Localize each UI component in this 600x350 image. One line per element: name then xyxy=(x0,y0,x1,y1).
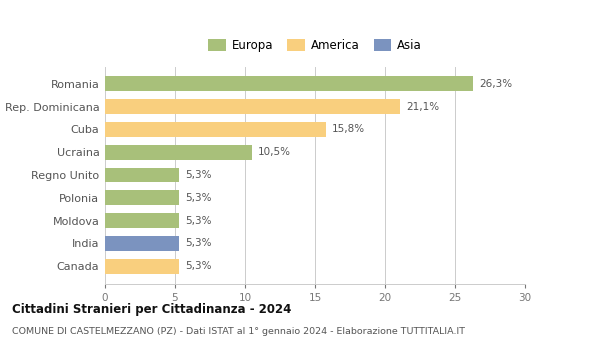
Text: COMUNE DI CASTELMEZZANO (PZ) - Dati ISTAT al 1° gennaio 2024 - Elaborazione TUTT: COMUNE DI CASTELMEZZANO (PZ) - Dati ISTA… xyxy=(12,327,465,336)
Bar xyxy=(105,213,179,228)
Text: 5,3%: 5,3% xyxy=(185,238,211,248)
Text: Cittadini Stranieri per Cittadinanza - 2024: Cittadini Stranieri per Cittadinanza - 2… xyxy=(12,303,292,316)
Bar xyxy=(105,99,400,114)
Text: 5,3%: 5,3% xyxy=(185,216,211,226)
Text: 26,3%: 26,3% xyxy=(479,79,512,89)
Legend: Europa, America, Asia: Europa, America, Asia xyxy=(208,39,422,52)
Bar xyxy=(105,145,252,160)
Bar xyxy=(105,236,179,251)
Text: 5,3%: 5,3% xyxy=(185,193,211,203)
Bar xyxy=(105,76,473,91)
Text: 15,8%: 15,8% xyxy=(332,124,365,134)
Bar xyxy=(105,190,179,205)
Bar xyxy=(105,259,179,274)
Text: 5,3%: 5,3% xyxy=(185,261,211,271)
Text: 21,1%: 21,1% xyxy=(406,102,439,112)
Text: 10,5%: 10,5% xyxy=(257,147,290,157)
Text: 5,3%: 5,3% xyxy=(185,170,211,180)
Bar xyxy=(105,122,326,137)
Bar xyxy=(105,168,179,182)
